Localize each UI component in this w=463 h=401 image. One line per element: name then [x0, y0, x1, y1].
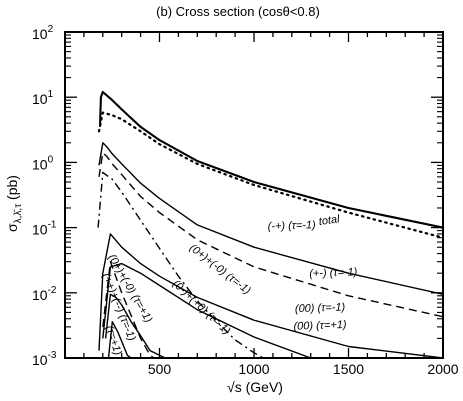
- y-tick-label: 100: [32, 154, 54, 172]
- curve-label: (τ=+1): [103, 324, 124, 357]
- x-tick-label: 500: [148, 361, 172, 377]
- series-line-5: [97, 171, 264, 358]
- series-line-1: [98, 90, 443, 229]
- curve-label: (00) (τ=-1): [295, 301, 346, 315]
- series-line-10: [107, 321, 132, 358]
- series-line-9: [104, 293, 166, 358]
- axes-layer: 500 1000 1500 2000 10-3 10-2 10-1 100 101 102: [32, 24, 459, 377]
- series-line-2: [97, 111, 443, 239]
- annotation-layer: total(-+) (τ=-1) (+-) (τ=-1) (0+)+(-0) (τ=…: [100, 213, 358, 357]
- x-tick-label: 2000: [427, 361, 458, 377]
- series-layer: [97, 90, 443, 358]
- series-line-8: [102, 261, 155, 358]
- series-line-6: [98, 233, 443, 358]
- y-tick-label: 102: [32, 24, 54, 42]
- x-axis-label: √s (GeV): [227, 379, 283, 395]
- x-tick-label: 1000: [238, 361, 269, 377]
- series-line-3: [98, 142, 443, 295]
- plot-frame: [64, 31, 444, 359]
- curve-label: (00) (τ=+1): [293, 319, 347, 333]
- y-tick-label: 10-3: [32, 350, 57, 368]
- chart-title: (b) Cross section (cosθ<0.8): [156, 4, 320, 19]
- series-line-4: [98, 152, 443, 318]
- curve-label: (+-) (τ=-1): [309, 266, 358, 280]
- curve-label: (-+) (τ=-1): [267, 219, 316, 233]
- x-tick-label: 1500: [333, 361, 364, 377]
- y-tick-label: 10-1: [32, 220, 57, 238]
- y-tick-label: 10-2: [32, 285, 57, 303]
- y-tick-label: 101: [32, 89, 54, 107]
- curve-label: total: [318, 213, 341, 228]
- y-axis-label: σλ,λ̄,τ (pb): [4, 175, 24, 232]
- curve-label: (0+)+(-0) (τ=-1): [187, 242, 253, 297]
